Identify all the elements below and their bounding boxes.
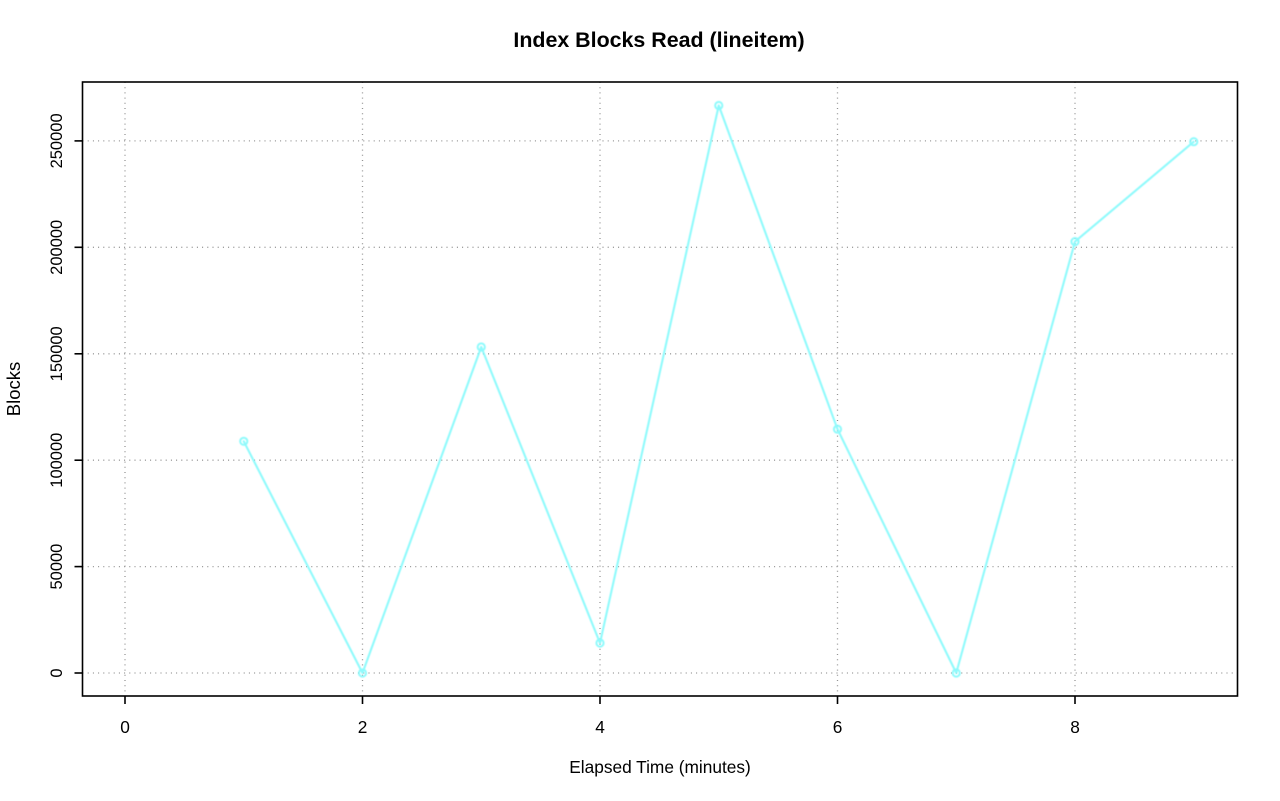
- svg-text:6: 6: [833, 717, 843, 737]
- svg-text:250000: 250000: [48, 113, 66, 168]
- svg-text:50000: 50000: [48, 544, 66, 590]
- svg-text:4: 4: [595, 717, 605, 737]
- svg-text:Index Blocks Read (lineitem): Index Blocks Read (lineitem): [513, 28, 804, 52]
- svg-text:Elapsed Time (minutes): Elapsed Time (minutes): [569, 757, 751, 777]
- svg-text:Blocks: Blocks: [3, 362, 24, 417]
- svg-text:0: 0: [120, 717, 130, 737]
- svg-text:150000: 150000: [48, 326, 66, 381]
- svg-text:8: 8: [1070, 717, 1080, 737]
- svg-text:2: 2: [358, 717, 368, 737]
- svg-text:0: 0: [48, 668, 66, 677]
- svg-text:200000: 200000: [48, 220, 66, 275]
- svg-text:100000: 100000: [48, 433, 66, 488]
